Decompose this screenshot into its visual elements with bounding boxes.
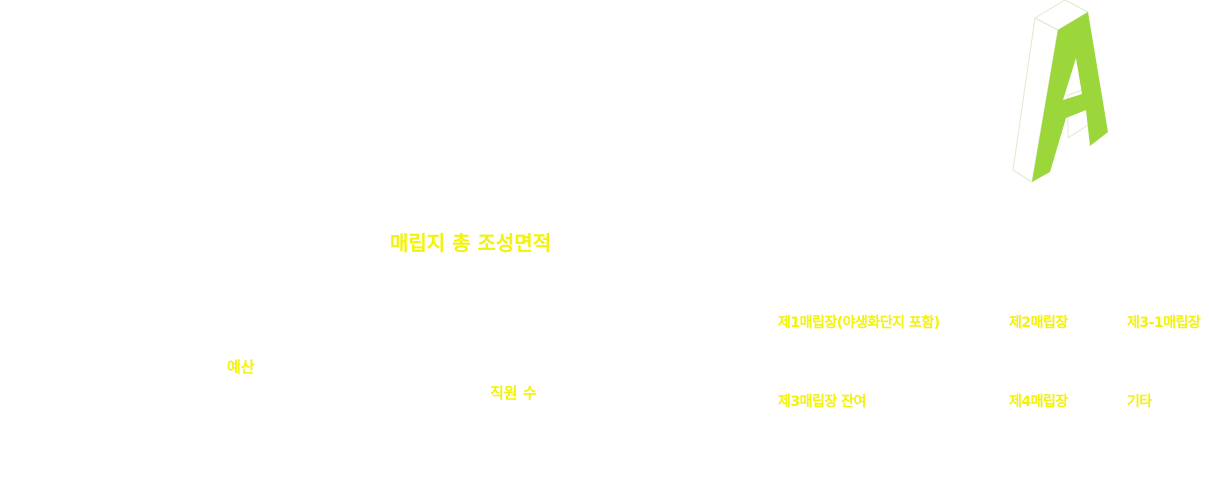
budget-label: 예산 [227, 358, 255, 376]
legend-item-landfill-1: 제1매립장(야생화단지 포함) [778, 315, 940, 331]
letter-a-logo [1012, 0, 1108, 183]
staff-count-label: 직원 수 [490, 384, 537, 402]
total-area-label: 매립지 총 조성면적 [390, 231, 552, 255]
legend-item-landfill-3-remaining: 제3매립장 잔여 [778, 394, 866, 410]
legend-item-landfill-4: 제4매립장 [1009, 394, 1068, 410]
legend-item-other: 기타 [1127, 394, 1152, 410]
legend-item-landfill-3-1: 제3-1매립장 [1127, 315, 1201, 331]
legend-item-landfill-2: 제2매립장 [1009, 315, 1068, 331]
